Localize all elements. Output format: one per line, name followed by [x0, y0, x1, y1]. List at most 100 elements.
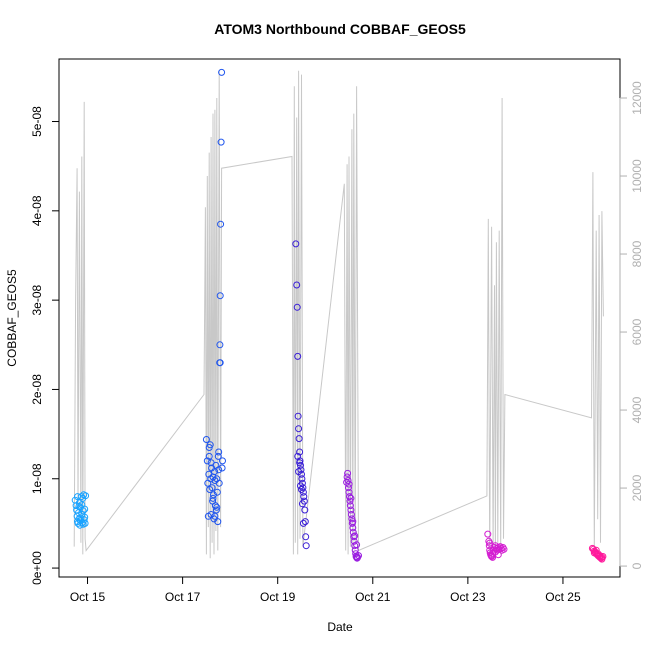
x-tick-label: Oct 25: [545, 590, 581, 604]
data-point: [216, 359, 224, 367]
data-point: [345, 488, 353, 496]
data-point: [355, 552, 362, 560]
data-point: [298, 475, 306, 483]
data-point: [299, 519, 307, 527]
data-point: [345, 484, 352, 492]
data-point: [301, 506, 309, 514]
series-0: [71, 491, 90, 529]
data-point: [203, 457, 211, 465]
data-point: [294, 352, 302, 360]
data-point: [494, 551, 502, 559]
data-point: [207, 459, 215, 467]
data-point: [205, 444, 213, 451]
data-point: [216, 292, 224, 300]
data-point: [344, 469, 352, 477]
data-point: [302, 533, 310, 541]
x-tick-label: Oct 21: [355, 590, 391, 604]
data-point: [296, 448, 304, 456]
data-point: [216, 341, 224, 349]
data-point: [77, 514, 85, 522]
altitude-trace: [73, 70, 604, 559]
y-axis: 0e+00 1e-08 2e-08 3e-08 4e-08 5e-08: [30, 106, 60, 585]
data-point: [294, 452, 302, 460]
data-point: [218, 68, 226, 76]
y2-tick-label: 2000: [630, 474, 644, 501]
data-point: [349, 528, 357, 536]
y2-tick-label: 12000: [630, 81, 644, 115]
data-point: [219, 457, 226, 465]
data-point: [215, 479, 223, 487]
series-1: [202, 68, 226, 526]
x-tick-label: Oct 15: [70, 590, 106, 604]
data-point: [76, 517, 84, 525]
data-point: [353, 541, 361, 549]
data-point: [596, 552, 604, 560]
data-point: [292, 240, 300, 248]
data-point: [294, 412, 302, 420]
data-point: [295, 425, 303, 433]
data-point: [484, 530, 492, 538]
data-point: [205, 452, 213, 460]
y2-tick-label: 8000: [630, 240, 644, 267]
data-point: [211, 512, 219, 520]
data-point: [80, 516, 88, 524]
data-point: [489, 553, 497, 561]
data-point: [296, 459, 304, 467]
series-2: [292, 240, 310, 550]
data-point: [81, 513, 89, 521]
data-point: [217, 138, 225, 146]
data-point: [300, 493, 308, 501]
data-point: [598, 555, 606, 563]
data-point: [82, 492, 90, 500]
data-point: [212, 506, 220, 514]
data-point: [347, 511, 355, 518]
chart-title: ATOM3 Northbound COBBAF_GEOS5: [214, 21, 466, 37]
data-point: [293, 281, 301, 289]
y-axis-title: COBBAF_GEOS5: [5, 269, 19, 367]
data-point: [298, 500, 306, 508]
data-point: [346, 493, 353, 501]
data-point: [215, 448, 223, 456]
data-point: [215, 466, 223, 474]
y-tick-label: 5e-08: [30, 106, 44, 137]
data-point: [295, 468, 303, 476]
data-point: [213, 503, 221, 511]
series-5: [588, 544, 607, 563]
y2-tick-label: 6000: [630, 318, 644, 345]
y-tick-label: 2e-08: [30, 374, 44, 405]
data-point: [218, 464, 226, 472]
data-point: [350, 533, 358, 541]
data-point: [592, 546, 600, 554]
x-tick-label: Oct 17: [165, 590, 201, 604]
data-point: [295, 435, 303, 443]
data-point: [74, 493, 81, 501]
data-point: [217, 220, 225, 228]
data-point: [202, 436, 210, 443]
x-axis-title: Date: [327, 620, 353, 634]
data-point: [344, 477, 352, 484]
data-point: [350, 537, 358, 545]
data-point: [347, 494, 355, 502]
data-point: [346, 502, 354, 510]
series-3: [343, 469, 362, 562]
x-tick-label: Oct 23: [450, 590, 486, 604]
data-point: [302, 542, 310, 550]
data-point: [293, 303, 301, 311]
y-tick-label: 4e-08: [30, 195, 44, 226]
data-point: [213, 488, 221, 496]
altitude-layer: [73, 70, 604, 559]
y2-tick-label: 0: [630, 562, 644, 569]
x-tick-label: Oct 19: [260, 590, 296, 604]
y-tick-label: 3e-08: [30, 284, 44, 315]
data-point: [79, 507, 87, 515]
data-point: [343, 473, 351, 481]
data-point: [297, 482, 304, 490]
y-tick-label: 1e-08: [30, 463, 44, 494]
data-point: [351, 532, 359, 540]
data-point: [486, 539, 494, 547]
data-point: [500, 545, 508, 553]
data-point: [349, 518, 357, 526]
data-point: [209, 494, 217, 502]
x-axis: Oct 15 Oct 17 Oct 19 Oct 21 Oct 23 Oct 25: [70, 576, 581, 604]
